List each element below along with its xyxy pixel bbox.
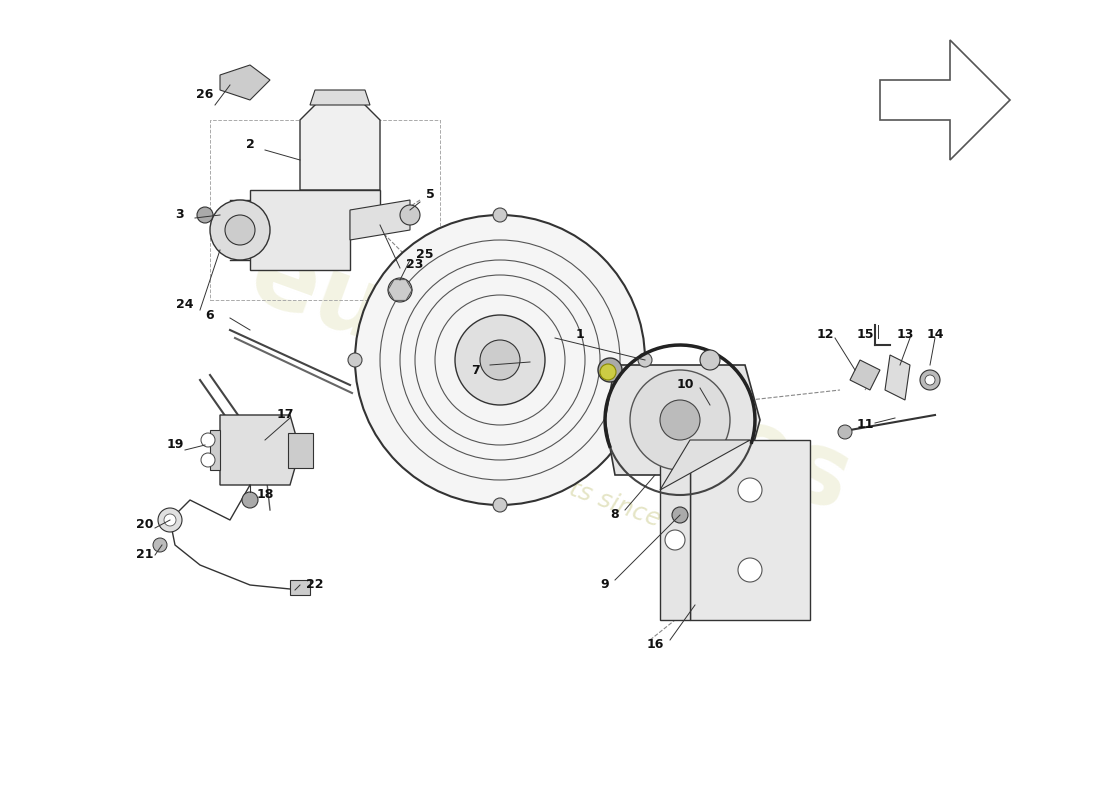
Circle shape [638, 353, 652, 367]
Circle shape [210, 200, 270, 260]
Polygon shape [880, 40, 1010, 160]
Polygon shape [250, 190, 380, 270]
Circle shape [226, 215, 255, 245]
Circle shape [355, 215, 645, 505]
Circle shape [164, 514, 176, 526]
Text: 26: 26 [196, 89, 213, 102]
Circle shape [666, 530, 685, 550]
Circle shape [493, 208, 507, 222]
Text: 25: 25 [416, 249, 433, 262]
FancyBboxPatch shape [660, 440, 690, 620]
Polygon shape [300, 100, 379, 190]
Text: 16: 16 [647, 638, 663, 651]
Circle shape [201, 453, 214, 467]
Text: 1: 1 [575, 329, 584, 342]
Polygon shape [220, 65, 270, 100]
Circle shape [660, 400, 700, 440]
Circle shape [153, 538, 167, 552]
FancyBboxPatch shape [290, 580, 310, 595]
Circle shape [388, 278, 412, 302]
Text: 9: 9 [601, 578, 609, 591]
Circle shape [400, 205, 420, 225]
Polygon shape [210, 430, 220, 470]
Polygon shape [310, 90, 370, 105]
Circle shape [920, 370, 940, 390]
Circle shape [738, 558, 762, 582]
Circle shape [201, 433, 214, 447]
Polygon shape [886, 355, 910, 400]
Circle shape [925, 375, 935, 385]
Text: 10: 10 [676, 378, 694, 391]
Circle shape [598, 358, 622, 382]
Circle shape [672, 507, 688, 523]
Circle shape [455, 315, 544, 405]
Text: 22: 22 [306, 578, 323, 591]
Text: 12: 12 [816, 329, 834, 342]
Polygon shape [660, 440, 750, 490]
Text: 13: 13 [896, 329, 914, 342]
Text: 14: 14 [926, 329, 944, 342]
Polygon shape [850, 360, 880, 390]
Text: eurospares: eurospares [236, 226, 864, 534]
Polygon shape [220, 415, 300, 485]
Text: 24: 24 [176, 298, 194, 311]
Text: 19: 19 [166, 438, 184, 451]
Circle shape [838, 425, 853, 439]
Text: 7: 7 [471, 363, 480, 377]
Circle shape [493, 498, 507, 512]
FancyBboxPatch shape [288, 433, 313, 468]
FancyBboxPatch shape [690, 440, 810, 620]
Circle shape [348, 353, 362, 367]
Circle shape [600, 364, 616, 380]
Text: 8: 8 [610, 509, 619, 522]
Text: a passion for parts since 1985: a passion for parts since 1985 [368, 404, 732, 556]
Text: 20: 20 [136, 518, 154, 531]
Circle shape [197, 207, 213, 223]
Text: 18: 18 [256, 489, 274, 502]
Text: 5: 5 [426, 189, 434, 202]
Text: 2: 2 [245, 138, 254, 151]
Circle shape [242, 492, 258, 508]
Text: 21: 21 [136, 549, 154, 562]
Text: 3: 3 [176, 209, 185, 222]
Polygon shape [605, 365, 760, 475]
Circle shape [630, 370, 730, 470]
Text: 23: 23 [406, 258, 424, 271]
Circle shape [738, 478, 762, 502]
Text: 17: 17 [276, 409, 294, 422]
Circle shape [158, 508, 182, 532]
Text: 6: 6 [206, 309, 214, 322]
Circle shape [480, 340, 520, 380]
Text: 15: 15 [856, 329, 873, 342]
Circle shape [700, 350, 720, 370]
Polygon shape [350, 200, 410, 240]
Text: 11: 11 [856, 418, 873, 431]
